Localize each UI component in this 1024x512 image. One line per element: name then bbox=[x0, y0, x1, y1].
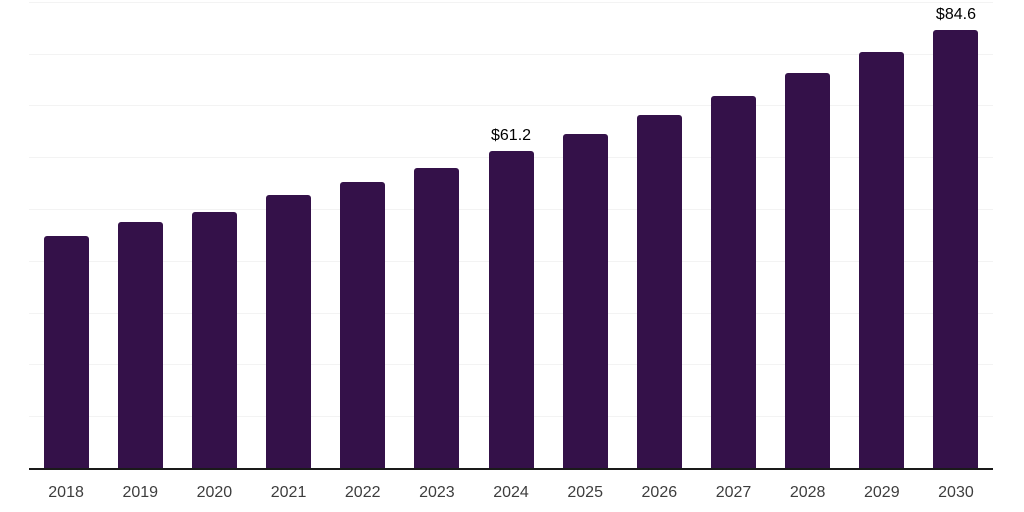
bar-slot-2023 bbox=[400, 0, 474, 468]
x-tick-2019: 2019 bbox=[122, 484, 159, 501]
value-label-2030: $84.6 bbox=[935, 5, 976, 23]
x-tick-2028: 2028 bbox=[789, 484, 826, 501]
bar-slot-2026 bbox=[622, 0, 696, 468]
bar-slot-2027 bbox=[696, 0, 770, 468]
x-tick-2030: 2030 bbox=[938, 484, 974, 501]
value-label-2024: $61.2 bbox=[490, 126, 532, 144]
bar-slot-2025 bbox=[548, 0, 622, 468]
bar-slot-2018 bbox=[29, 0, 103, 468]
bar-2022 bbox=[340, 181, 386, 468]
bar-2030 bbox=[933, 29, 979, 468]
bar-2024 bbox=[488, 150, 534, 468]
bar-slot-2019 bbox=[103, 0, 177, 468]
x-tick-2025: 2025 bbox=[567, 484, 603, 501]
bar-2019 bbox=[117, 222, 163, 468]
bar-slot-2028 bbox=[771, 0, 845, 468]
x-tick-2021: 2021 bbox=[270, 484, 307, 501]
bar-slot-2024: $61.2 bbox=[474, 0, 548, 468]
x-tick-2027: 2027 bbox=[715, 484, 752, 501]
x-axis-tick-labels: 2018 2019 2020 2021 2022 2023 2024 2025 2026 2027… bbox=[29, 483, 993, 503]
bar-slot-2030: $84.6 bbox=[919, 0, 993, 468]
bar-slot-2029 bbox=[845, 0, 919, 468]
x-tick-2022: 2022 bbox=[344, 484, 381, 501]
bar-2021 bbox=[266, 194, 312, 468]
bar-2020 bbox=[191, 211, 237, 468]
plot-area: $61.2 $84.6 bbox=[29, 0, 993, 470]
bar-2018 bbox=[43, 235, 89, 468]
x-tick-2020: 2020 bbox=[196, 484, 233, 501]
x-tick-2024: 2024 bbox=[493, 484, 529, 501]
x-tick-2026: 2026 bbox=[641, 484, 678, 501]
bar-2025 bbox=[562, 133, 608, 468]
bar-2026 bbox=[636, 115, 682, 468]
bar-2023 bbox=[414, 167, 460, 468]
x-tick-2018: 2018 bbox=[48, 484, 84, 501]
bar-slot-2021 bbox=[251, 0, 325, 468]
x-tick-2023: 2023 bbox=[419, 484, 455, 501]
bar-2029 bbox=[859, 51, 905, 468]
bar-2028 bbox=[785, 72, 831, 468]
bar-2027 bbox=[710, 95, 756, 468]
bar-slot-2022 bbox=[326, 0, 400, 468]
x-tick-2029: 2029 bbox=[864, 484, 900, 501]
bar-slot-2020 bbox=[177, 0, 251, 468]
